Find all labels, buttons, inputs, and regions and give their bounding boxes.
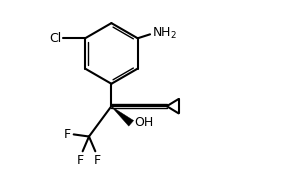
Text: F: F <box>94 154 101 167</box>
Polygon shape <box>111 106 133 126</box>
Text: OH: OH <box>134 116 153 129</box>
Text: F: F <box>64 128 71 141</box>
Text: F: F <box>77 154 84 167</box>
Text: NH$_2$: NH$_2$ <box>152 26 177 41</box>
Text: Cl: Cl <box>49 32 61 45</box>
